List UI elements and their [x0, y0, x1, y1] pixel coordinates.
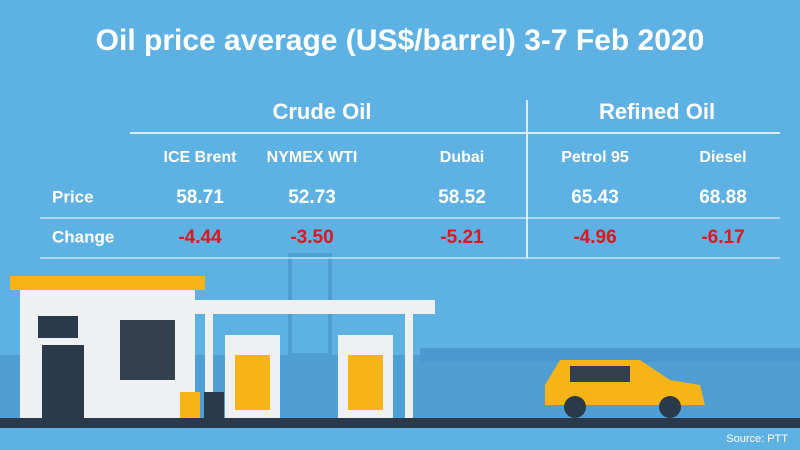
pipe	[420, 348, 800, 362]
column-header: ICE Brent	[164, 149, 238, 166]
ground	[0, 418, 800, 428]
wheel	[564, 396, 586, 418]
window	[120, 320, 175, 380]
cell-value: -3.50	[290, 227, 333, 248]
source: Source: PTT	[726, 433, 788, 445]
scene	[0, 253, 800, 450]
cell-value: -6.17	[701, 227, 744, 248]
cell-value: -4.44	[178, 227, 222, 248]
sign	[38, 316, 78, 338]
cell-value: 65.43	[571, 187, 619, 208]
group-header: Crude Oil	[272, 99, 371, 124]
cell-value: 58.71	[176, 187, 224, 208]
column-header: Dubai	[440, 149, 484, 166]
roof	[10, 276, 205, 290]
row-label: Price	[52, 187, 94, 206]
title: Oil price average (US$/barrel) 3-7 Feb 2…	[96, 24, 705, 57]
pump-panel	[235, 355, 270, 410]
car-window	[570, 366, 630, 382]
jerrycan	[180, 392, 200, 418]
column-header: NYMEX WTI	[267, 149, 358, 166]
cell-value: -5.21	[440, 227, 484, 248]
cell-value: 58.52	[438, 187, 486, 208]
pump-panel	[348, 355, 383, 410]
cell-value: 52.73	[288, 187, 336, 208]
table: ICE Brent NYMEX WTI Dubai Petrol 95 Diesel Pr…	[52, 149, 747, 248]
pillar	[405, 314, 413, 418]
jerrycan	[204, 392, 224, 418]
footer-band	[0, 428, 800, 450]
row-label: Change	[52, 227, 114, 246]
pillar	[205, 314, 213, 418]
door	[42, 345, 84, 418]
cell-value: 68.88	[699, 187, 747, 208]
cell-value: -4.96	[573, 227, 616, 248]
column-header: Petrol 95	[561, 149, 629, 166]
canopy	[190, 300, 435, 314]
column-header: Diesel	[699, 149, 746, 166]
wheel	[659, 396, 681, 418]
group-header: Refined Oil	[599, 99, 715, 124]
